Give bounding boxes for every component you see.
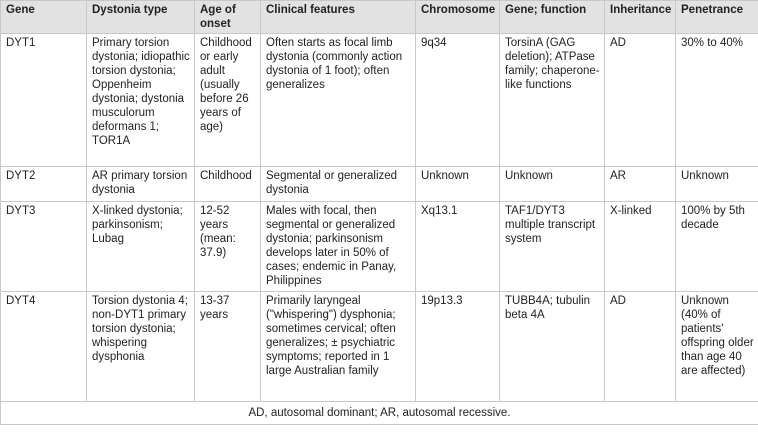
header-gene-function: Gene; function xyxy=(499,0,605,34)
cell-gene: DYT1 xyxy=(0,33,87,167)
table-row: DYT2 AR primary torsion dystonia Childho… xyxy=(0,166,758,202)
cell-inheritance: AR xyxy=(604,166,676,202)
cell-gene: DYT3 xyxy=(0,201,87,292)
table-footnote: AD, autosomal dominant; AR, autosomal re… xyxy=(0,401,758,425)
cell-chromosome: 9q34 xyxy=(415,33,500,167)
cell-clinical-features: Segmental or generalized dystonia xyxy=(260,166,416,202)
header-clinical-features: Clinical features xyxy=(260,0,416,34)
cell-penetrance: Unknown (40% of patients' offspring olde… xyxy=(675,291,758,402)
cell-clinical-features: Primarily laryngeal ("whispering") dysph… xyxy=(260,291,416,402)
table-body: DYT1 Primary torsion dystonia; idiopathi… xyxy=(0,33,758,425)
cell-clinical-features: Often starts as focal limb dystonia (com… xyxy=(260,33,416,167)
cell-gene: DYT2 xyxy=(0,166,87,202)
header-dystonia-type: Dystonia type xyxy=(86,0,195,34)
table-row: DYT3 X-linked dystonia; parkinsonism; Lu… xyxy=(0,201,758,292)
cell-penetrance: 100% by 5th decade xyxy=(675,201,758,292)
cell-age-of-onset: Childhood xyxy=(194,166,261,202)
cell-chromosome: 19p13.3 xyxy=(415,291,500,402)
cell-gene-function: TUBB4A; tubulin beta 4A xyxy=(499,291,605,402)
cell-chromosome: Unknown xyxy=(415,166,500,202)
header-row: Gene Dystonia type Age of onset Clinical… xyxy=(0,0,758,34)
cell-gene-function: TAF1/DYT3 multiple transcript system xyxy=(499,201,605,292)
table-row: DYT1 Primary torsion dystonia; idiopathi… xyxy=(0,33,758,167)
cell-dystonia-type: AR primary torsion dystonia xyxy=(86,166,195,202)
cell-inheritance: AD xyxy=(604,291,676,402)
cell-gene: DYT4 xyxy=(0,291,87,402)
cell-dystonia-type: Torsion dystonia 4; non-DYT1 primary tor… xyxy=(86,291,195,402)
header-inheritance: Inheritance xyxy=(604,0,676,34)
cell-penetrance: 30% to 40% xyxy=(675,33,758,167)
cell-penetrance: Unknown xyxy=(675,166,758,202)
cell-dystonia-type: Primary torsion dystonia; idiopathic tor… xyxy=(86,33,195,167)
cell-age-of-onset: 13-37 years xyxy=(194,291,261,402)
table-header: Gene Dystonia type Age of onset Clinical… xyxy=(0,0,758,34)
cell-clinical-features: Males with focal, then segmental or gene… xyxy=(260,201,416,292)
header-penetrance: Penetrance xyxy=(675,0,758,34)
cell-age-of-onset: Childhood or early adult (usually before… xyxy=(194,33,261,167)
table-row: DYT4 Torsion dystonia 4; non-DYT1 primar… xyxy=(0,291,758,402)
cell-chromosome: Xq13.1 xyxy=(415,201,500,292)
footnote-row: AD, autosomal dominant; AR, autosomal re… xyxy=(0,401,758,425)
cell-inheritance: X-linked xyxy=(604,201,676,292)
cell-dystonia-type: X-linked dystonia; parkinsonism; Lubag xyxy=(86,201,195,292)
header-chromosome: Chromosome xyxy=(415,0,500,34)
header-gene: Gene xyxy=(0,0,87,34)
cell-gene-function: Unknown xyxy=(499,166,605,202)
cell-age-of-onset: 12-52 years (mean: 37.9) xyxy=(194,201,261,292)
cell-inheritance: AD xyxy=(604,33,676,167)
cell-gene-function: TorsinA (GAG deletion); ATPase family; c… xyxy=(499,33,605,167)
header-age-of-onset: Age of onset xyxy=(194,0,261,34)
